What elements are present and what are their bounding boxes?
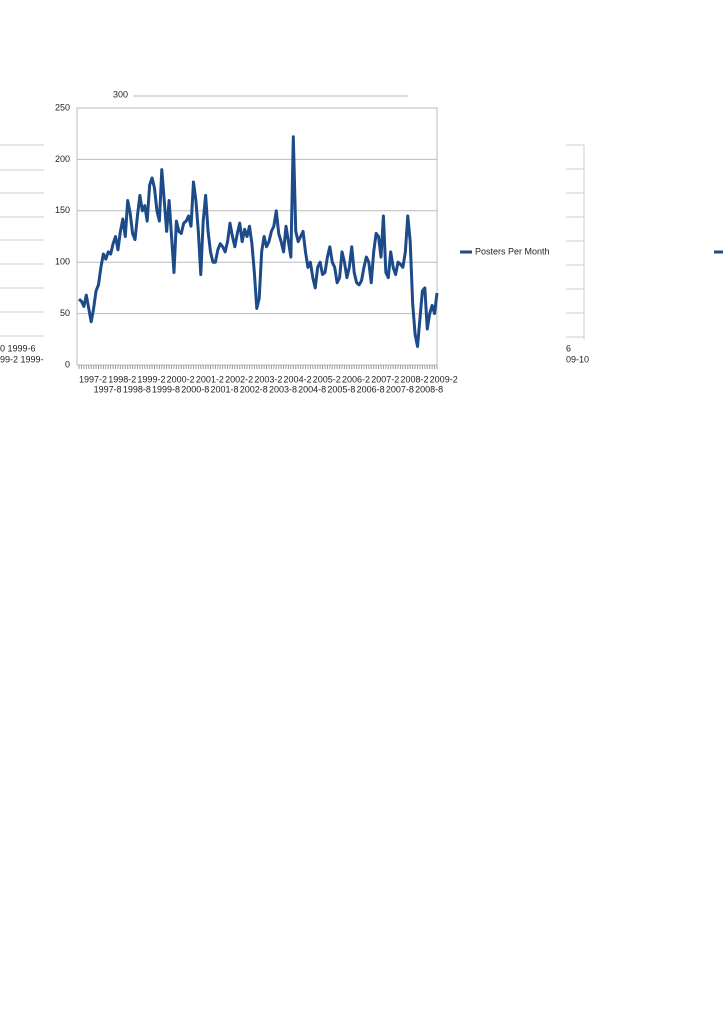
background-tick: 300 — [113, 89, 128, 99]
fragment-label: 09-10 — [566, 354, 589, 364]
x-tick-label: 2003-8 — [269, 384, 297, 394]
x-tick-label: 2001-8 — [210, 384, 238, 394]
x-tick-label: 2000-2 — [167, 374, 195, 384]
x-tick-label: 2007-2 — [371, 374, 399, 384]
right-fragment-axis — [566, 144, 585, 340]
x-tick-label: 2008-2 — [400, 374, 428, 384]
x-tick-label: 2007-8 — [386, 384, 414, 394]
x-tick-label: 2001-2 — [196, 374, 224, 384]
x-tick-label: 2008-8 — [415, 384, 443, 394]
y-tick-label: 250 — [55, 102, 70, 112]
x-tick-label: 2003-2 — [254, 374, 282, 384]
x-tick-label: 2006-2 — [342, 374, 370, 384]
x-tick-label: 2005-2 — [313, 374, 341, 384]
x-tick-label: 1998-8 — [123, 384, 151, 394]
legend-label: Posters Per Month — [475, 246, 550, 256]
x-tick-label: 1998-2 — [108, 374, 136, 384]
fragment-label: 99-2 1999- — [0, 354, 44, 364]
x-tick-label: 2000-8 — [181, 384, 209, 394]
x-tick-label: 2006-8 — [357, 384, 385, 394]
x-tick-label: 1997-8 — [94, 384, 122, 394]
fragment-label: 0 1999-6 — [0, 343, 36, 353]
x-tick-label: 2002-8 — [240, 384, 268, 394]
y-tick-label: 50 — [60, 308, 70, 318]
y-tick-label: 0 — [65, 359, 70, 369]
y-tick-label: 150 — [55, 205, 70, 215]
y-tick-label: 200 — [55, 154, 70, 164]
x-tick-label: 2004-8 — [298, 384, 326, 394]
line — [78, 135, 439, 348]
x-tick-label: 1997-2 — [79, 374, 107, 384]
x-tick-label: 1999-8 — [152, 384, 180, 394]
y-tick-label: 100 — [55, 257, 70, 267]
x-tick-label: 2002-2 — [225, 374, 253, 384]
fragment-label: 6 — [566, 343, 571, 353]
x-tick-label: 2004-2 — [284, 374, 312, 384]
x-tick-label: 2009-2 — [430, 374, 458, 384]
left-fragment-axis — [0, 144, 44, 337]
x-tick-label: 1999-2 — [137, 374, 165, 384]
x-tick-label: 2005-8 — [327, 384, 355, 394]
